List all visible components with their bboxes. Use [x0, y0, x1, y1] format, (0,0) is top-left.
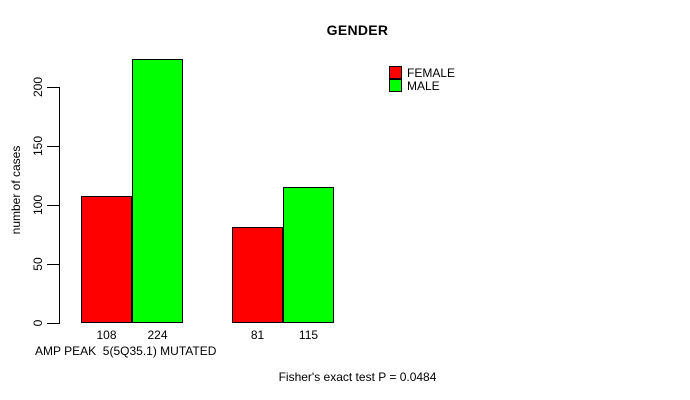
bar-male-group1: [132, 59, 183, 323]
legend: FEMALE MALE: [389, 66, 455, 92]
legend-label-male: MALE: [407, 78, 440, 93]
y-tick-label: 200: [31, 76, 45, 98]
legend-item-female: FEMALE: [389, 66, 455, 79]
bar-female-group2: [232, 227, 283, 323]
legend-item-male: MALE: [389, 79, 455, 92]
y-tick-label: 50: [31, 257, 45, 271]
bar-value-label: 108: [96, 328, 117, 342]
y-tick-label: 100: [31, 194, 45, 216]
y-tick-mark: [47, 87, 59, 88]
bar-value-label: 115: [298, 328, 319, 342]
y-tick-mark: [47, 323, 59, 324]
y-tick-label: 0: [31, 319, 45, 327]
female-color-swatch: [389, 66, 402, 79]
legend-label-female: FEMALE: [407, 65, 456, 80]
y-axis-title: number of cases: [9, 145, 23, 235]
y-tick-mark: [47, 146, 59, 147]
x-axis-note: AMP PEAK 5(5Q35.1) MUTATED: [35, 344, 217, 358]
bar-female-group1: [81, 196, 132, 323]
male-color-swatch: [389, 79, 402, 92]
y-axis-line: [59, 87, 60, 324]
y-tick-mark: [47, 264, 59, 265]
bar-value-label: 224: [147, 328, 168, 342]
fisher-test-note: Fisher's exact test P = 0.0484: [278, 370, 437, 384]
bar-value-label: 81: [250, 328, 265, 342]
bar-male-group2: [283, 187, 334, 323]
y-tick-label: 150: [31, 135, 45, 157]
y-tick-mark: [47, 205, 59, 206]
chart-title: GENDER: [326, 22, 389, 38]
